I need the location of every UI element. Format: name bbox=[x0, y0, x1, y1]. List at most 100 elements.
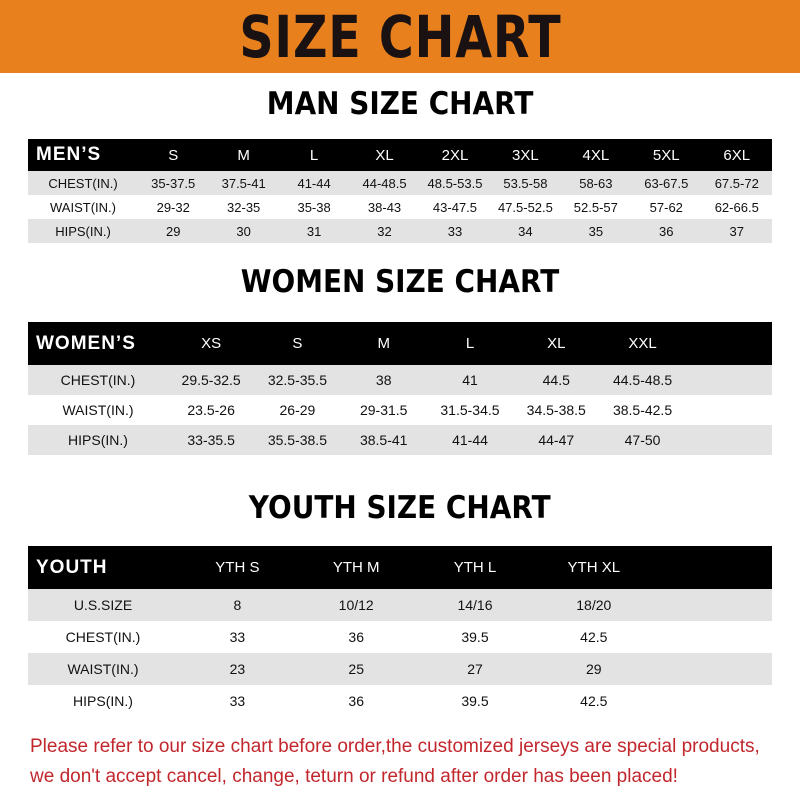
size-header: 4XL bbox=[560, 139, 632, 171]
size-value: 26-29 bbox=[279, 402, 316, 418]
spacer-cell bbox=[653, 653, 772, 685]
size-header: 2XL bbox=[419, 139, 491, 171]
size-value: 37 bbox=[701, 219, 772, 243]
size-value: 67.5-72 bbox=[701, 171, 772, 195]
notice-line-1: Please refer to our size chart before or… bbox=[30, 736, 760, 757]
table-row: U.S.SIZE 8 10/12 14/16 18/20 bbox=[28, 589, 772, 621]
size-value: 47-50 bbox=[599, 425, 686, 455]
size-header: M bbox=[208, 139, 279, 171]
size-header: YTH XL bbox=[534, 546, 654, 589]
table-label-header: YOUTH bbox=[28, 546, 178, 589]
size-value: 57-62 bbox=[649, 199, 683, 215]
size-value: 34 bbox=[490, 219, 561, 243]
spacer-cell bbox=[685, 322, 772, 365]
main-title: SIZE CHART bbox=[238, 2, 562, 71]
table-row: WAIST(IN.) 29-32 32-35 35-38 38-43 43-47.5 47.… bbox=[28, 195, 772, 219]
header-row: MEN’S S M L XL 2XL 3XL 4XL 5XL 6XL bbox=[28, 139, 772, 171]
row-label: WAIST(IN.) bbox=[62, 402, 134, 418]
table-row: CHEST(IN.) 33 36 39.5 42.5 bbox=[28, 621, 772, 653]
row-label: HIPS(IN.) bbox=[73, 693, 133, 709]
size-value: 31 bbox=[278, 219, 350, 243]
size-value: 36 bbox=[348, 693, 364, 709]
header-row: WOMEN’S XS S M L XL XXL bbox=[28, 322, 772, 365]
size-header: S bbox=[138, 139, 209, 171]
row-label: WAIST(IN.) bbox=[28, 653, 178, 685]
size-header: M bbox=[340, 322, 427, 365]
size-value: 41-44 bbox=[278, 171, 350, 195]
spacer-cell bbox=[653, 546, 772, 589]
women-size-table: WOMEN’S XS S M L XL XXL CHEST(IN.) 29.5-32.5 32.5… bbox=[28, 322, 772, 455]
table-row: HIPS(IN.) 33 36 39.5 42.5 bbox=[28, 685, 772, 717]
size-value: 44-48.5 bbox=[349, 171, 420, 195]
size-value: 48.5-53.5 bbox=[419, 171, 491, 195]
size-value: 32-35 bbox=[227, 199, 261, 215]
row-label: U.S.SIZE bbox=[28, 589, 178, 621]
size-header: YTH L bbox=[415, 546, 535, 589]
size-value: 31.5-34.5 bbox=[440, 402, 500, 418]
size-chart-banner: SIZE CHART bbox=[0, 0, 800, 73]
men-title: MAN SIZE CHART bbox=[266, 86, 534, 122]
youth-size-table: YOUTH YTH S YTH M YTH L YTH XL U.S.SIZE 8 10/12… bbox=[28, 546, 772, 717]
men-size-table: MEN’S S M L XL 2XL 3XL 4XL 5XL 6XL CHEST(IN.) 35-37… bbox=[28, 139, 772, 243]
size-value: 29-32 bbox=[156, 199, 190, 215]
row-label: CHEST(IN.) bbox=[28, 171, 138, 195]
size-value: 52.5-57 bbox=[573, 199, 618, 215]
spacer-cell bbox=[685, 365, 772, 395]
size-header: 6XL bbox=[701, 139, 772, 171]
size-value: 36 bbox=[631, 219, 702, 243]
size-header: 5XL bbox=[631, 139, 702, 171]
size-value: 35-37.5 bbox=[138, 171, 209, 195]
spacer-cell bbox=[686, 395, 772, 425]
size-value: 35-38 bbox=[297, 199, 331, 215]
size-value: 35 bbox=[560, 219, 632, 243]
size-value: 38.5-42.5 bbox=[612, 402, 673, 418]
size-value: 39.5 bbox=[461, 629, 489, 645]
size-value: 42.5 bbox=[580, 693, 608, 709]
size-value: 38 bbox=[340, 365, 427, 395]
table-row: HIPS(IN.) 29 30 31 32 33 34 35 36 37 bbox=[28, 219, 772, 243]
size-value: 18/20 bbox=[534, 589, 654, 621]
table-row: CHEST(IN.) 29.5-32.5 32.5-35.5 38 41 44.5 44.5… bbox=[28, 365, 772, 395]
row-label: CHEST(IN.) bbox=[65, 629, 141, 645]
size-value: 29 bbox=[534, 653, 654, 685]
table-label-header: MEN’S bbox=[28, 139, 138, 171]
size-value: 41-44 bbox=[426, 425, 514, 455]
size-value: 29-31.5 bbox=[359, 402, 408, 418]
row-label: HIPS(IN.) bbox=[28, 425, 168, 455]
size-value: 25 bbox=[296, 653, 416, 685]
size-value: 47.5-52.5 bbox=[497, 199, 553, 215]
size-header: YTH S bbox=[178, 546, 297, 589]
size-value: 38.5-41 bbox=[340, 425, 427, 455]
size-value: 42.5 bbox=[580, 629, 608, 645]
size-value: 58-63 bbox=[560, 171, 632, 195]
size-value: 41 bbox=[426, 365, 514, 395]
size-value: 30 bbox=[208, 219, 279, 243]
order-notice: Please refer to our size chart before or… bbox=[30, 732, 790, 792]
size-value: 33-35.5 bbox=[168, 425, 255, 455]
size-value: 33 bbox=[229, 693, 246, 709]
row-label: HIPS(IN.) bbox=[28, 219, 138, 243]
size-header: XL bbox=[513, 322, 600, 365]
size-value: 44-47 bbox=[513, 425, 600, 455]
size-value: 37.5-41 bbox=[208, 171, 279, 195]
size-header: YTH M bbox=[296, 546, 416, 589]
size-value: 10/12 bbox=[296, 589, 416, 621]
size-header: XS bbox=[168, 322, 255, 365]
row-label: CHEST(IN.) bbox=[28, 365, 168, 395]
size-header: S bbox=[254, 322, 341, 365]
size-value: 29 bbox=[138, 219, 209, 243]
size-value: 8 bbox=[178, 589, 297, 621]
size-header: L bbox=[426, 322, 514, 365]
size-value: 34.5-38.5 bbox=[526, 402, 586, 418]
spacer-cell bbox=[653, 685, 772, 717]
row-label: WAIST(IN.) bbox=[50, 199, 116, 215]
spacer-cell bbox=[653, 589, 772, 621]
size-value: 44.5 bbox=[513, 365, 600, 395]
size-value: 23 bbox=[178, 653, 297, 685]
size-value: 39.5 bbox=[461, 693, 489, 709]
size-value: 33 bbox=[419, 219, 491, 243]
size-value: 43-47.5 bbox=[432, 199, 478, 215]
women-title: WOMEN SIZE CHART bbox=[240, 264, 560, 300]
size-value: 62-66.5 bbox=[714, 199, 759, 215]
size-value: 53.5-58 bbox=[490, 171, 561, 195]
